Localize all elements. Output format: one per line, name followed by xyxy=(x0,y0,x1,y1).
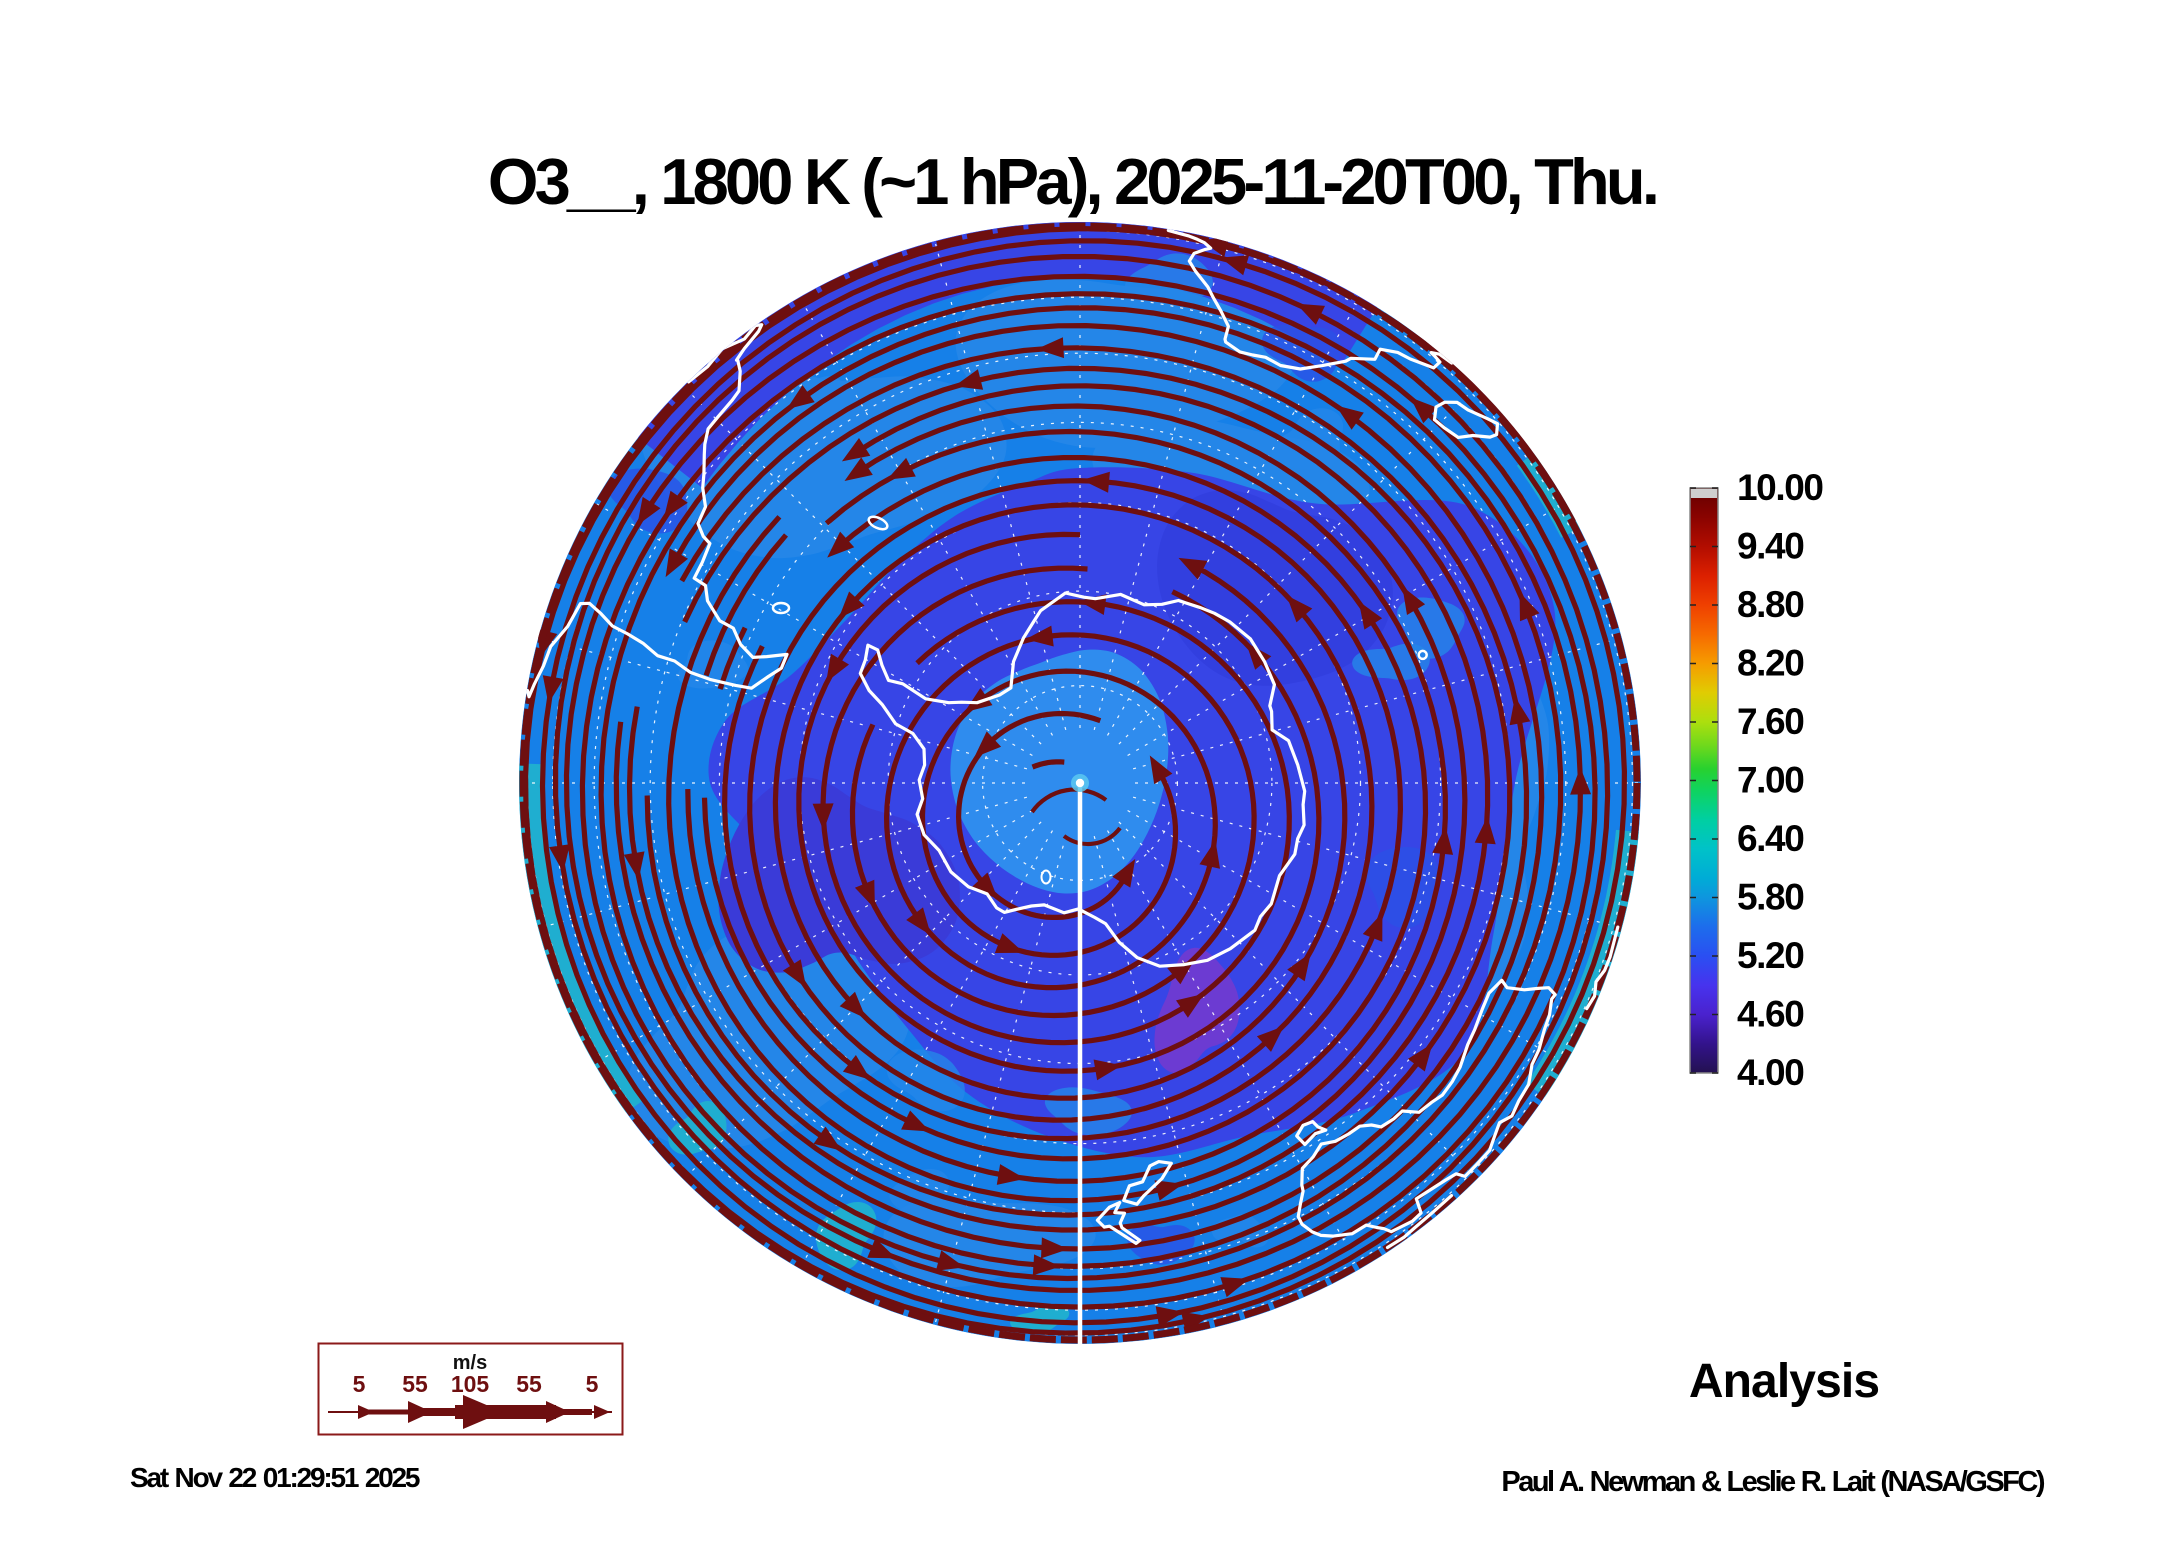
svg-text:Paul A. Newman & Leslie R. Lai: Paul A. Newman & Leslie R. Lait (NASA/GS… xyxy=(1501,1466,2044,1498)
svg-text:4.60: 4.60 xyxy=(1737,994,1804,1035)
svg-text:10.00: 10.00 xyxy=(1737,467,1823,508)
svg-text:7.60: 7.60 xyxy=(1737,701,1804,742)
svg-text:6.40: 6.40 xyxy=(1737,818,1804,859)
svg-text:O3__, 1800 K (~1 hPa), 2025-11: O3__, 1800 K (~1 hPa), 2025-11-20T00, Th… xyxy=(488,145,1656,218)
svg-text:9.40: 9.40 xyxy=(1737,526,1804,567)
svg-text:7.00: 7.00 xyxy=(1737,760,1804,801)
svg-text:5.80: 5.80 xyxy=(1737,877,1804,918)
svg-text:5: 5 xyxy=(586,1371,599,1397)
svg-text:55: 55 xyxy=(516,1371,542,1397)
svg-text:8.80: 8.80 xyxy=(1737,584,1804,625)
svg-text:Analysis: Analysis xyxy=(1689,1355,1879,1408)
svg-text:Sat Nov 22 01:29:51 2025: Sat Nov 22 01:29:51 2025 xyxy=(130,1462,420,1493)
svg-text:m/s: m/s xyxy=(453,1352,487,1374)
svg-text:5: 5 xyxy=(353,1371,366,1397)
svg-text:8.20: 8.20 xyxy=(1737,643,1804,684)
svg-text:5.20: 5.20 xyxy=(1737,935,1804,976)
svg-text:4.00: 4.00 xyxy=(1737,1052,1804,1093)
svg-text:105: 105 xyxy=(451,1371,490,1397)
svg-text:55: 55 xyxy=(402,1371,428,1397)
